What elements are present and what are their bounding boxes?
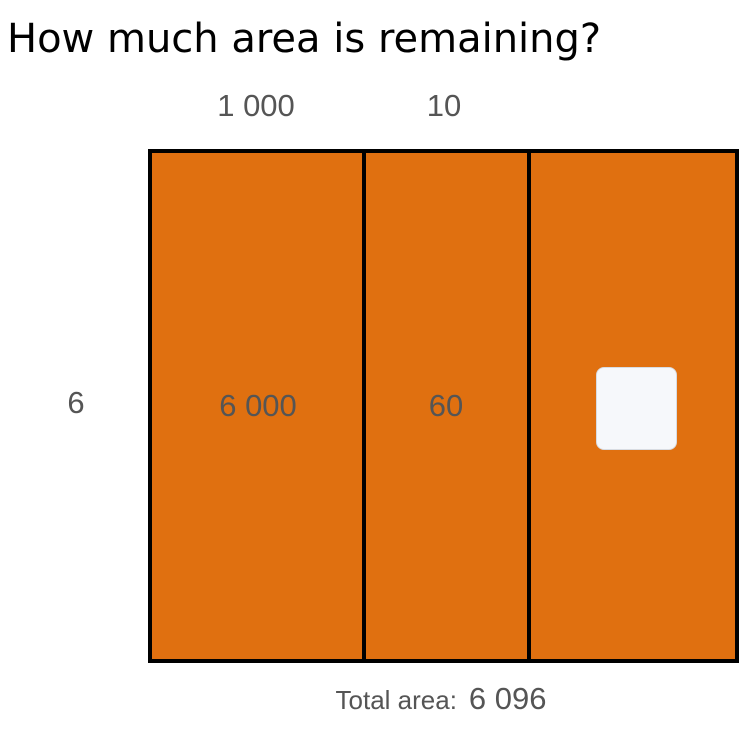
question-title: How much area is remaining? [7,16,602,62]
cell-value-1: 6 000 [219,388,297,423]
column-label-tens: 10 [426,88,462,123]
divider-2 [527,153,531,659]
answer-input-box[interactable] [596,367,677,450]
area-model: 6 000 60 [148,149,739,663]
total-area-label: Total area: [335,685,457,715]
column-label-thousands: 1 000 [217,88,295,123]
divider-1 [362,153,366,659]
total-area-value: 6 096 [468,681,547,716]
row-label: 6 [67,385,85,420]
total-area: Total area: 6 096 [336,681,547,717]
cell-value-2: 60 [428,388,464,423]
